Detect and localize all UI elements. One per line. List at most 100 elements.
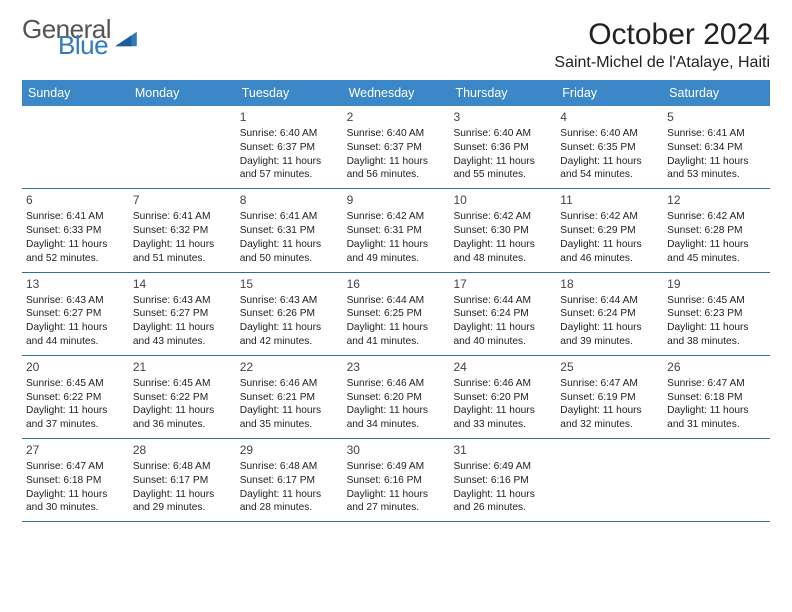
day-d1: Daylight: 11 hours [453,404,552,418]
day-d1: Daylight: 11 hours [560,321,659,335]
day-number: 29 [240,442,339,458]
day-d2: and 32 minutes. [560,418,659,432]
day-number: 14 [133,276,232,292]
day-d2: and 41 minutes. [347,335,446,349]
brand-logo: General Blue [22,18,137,56]
day-sr: Sunrise: 6:43 AM [26,294,125,308]
day-cell: 30Sunrise: 6:49 AMSunset: 6:16 PMDayligh… [343,439,450,521]
day-ss: Sunset: 6:17 PM [133,474,232,488]
day-d1: Daylight: 11 hours [453,155,552,169]
day-number: 12 [667,192,766,208]
day-ss: Sunset: 6:29 PM [560,224,659,238]
day-ss: Sunset: 6:32 PM [133,224,232,238]
day-number: 28 [133,442,232,458]
day-number: 21 [133,359,232,375]
day-d2: and 29 minutes. [133,501,232,515]
day-cell [663,439,770,521]
day-d2: and 50 minutes. [240,252,339,266]
day-ss: Sunset: 6:27 PM [26,307,125,321]
day-d2: and 40 minutes. [453,335,552,349]
day-ss: Sunset: 6:34 PM [667,141,766,155]
day-cell: 28Sunrise: 6:48 AMSunset: 6:17 PMDayligh… [129,439,236,521]
day-number: 10 [453,192,552,208]
week-row: 13Sunrise: 6:43 AMSunset: 6:27 PMDayligh… [22,273,770,356]
week-row: 1Sunrise: 6:40 AMSunset: 6:37 PMDaylight… [22,106,770,189]
day-cell: 21Sunrise: 6:45 AMSunset: 6:22 PMDayligh… [129,356,236,438]
day-sr: Sunrise: 6:45 AM [26,377,125,391]
day-ss: Sunset: 6:37 PM [240,141,339,155]
day-number: 27 [26,442,125,458]
day-number: 3 [453,109,552,125]
month-title: October 2024 [554,18,770,52]
day-cell: 7Sunrise: 6:41 AMSunset: 6:32 PMDaylight… [129,189,236,271]
week-row: 6Sunrise: 6:41 AMSunset: 6:33 PMDaylight… [22,189,770,272]
day-d1: Daylight: 11 hours [133,321,232,335]
day-d1: Daylight: 11 hours [240,488,339,502]
day-ss: Sunset: 6:24 PM [453,307,552,321]
day-cell [22,106,129,188]
calendar: Sunday Monday Tuesday Wednesday Thursday… [22,80,770,522]
day-d2: and 45 minutes. [667,252,766,266]
day-d1: Daylight: 11 hours [667,155,766,169]
day-d2: and 43 minutes. [133,335,232,349]
dow-wednesday: Wednesday [343,80,450,106]
day-cell: 9Sunrise: 6:42 AMSunset: 6:31 PMDaylight… [343,189,450,271]
day-cell: 25Sunrise: 6:47 AMSunset: 6:19 PMDayligh… [556,356,663,438]
day-cell [129,106,236,188]
day-d1: Daylight: 11 hours [133,488,232,502]
day-ss: Sunset: 6:30 PM [453,224,552,238]
day-d2: and 48 minutes. [453,252,552,266]
day-d1: Daylight: 11 hours [347,488,446,502]
day-ss: Sunset: 6:33 PM [26,224,125,238]
day-sr: Sunrise: 6:41 AM [26,210,125,224]
day-cell: 18Sunrise: 6:44 AMSunset: 6:24 PMDayligh… [556,273,663,355]
day-sr: Sunrise: 6:47 AM [26,460,125,474]
day-cell [556,439,663,521]
day-number: 13 [26,276,125,292]
day-sr: Sunrise: 6:43 AM [133,294,232,308]
brand-logo-text: General Blue [22,18,111,56]
day-d2: and 27 minutes. [347,501,446,515]
day-cell: 15Sunrise: 6:43 AMSunset: 6:26 PMDayligh… [236,273,343,355]
day-ss: Sunset: 6:24 PM [560,307,659,321]
day-number: 1 [240,109,339,125]
day-sr: Sunrise: 6:41 AM [240,210,339,224]
day-ss: Sunset: 6:37 PM [347,141,446,155]
day-ss: Sunset: 6:20 PM [347,391,446,405]
day-cell: 27Sunrise: 6:47 AMSunset: 6:18 PMDayligh… [22,439,129,521]
day-number: 2 [347,109,446,125]
day-number: 20 [26,359,125,375]
day-d2: and 57 minutes. [240,168,339,182]
day-number: 16 [347,276,446,292]
day-d1: Daylight: 11 hours [26,404,125,418]
day-number: 7 [133,192,232,208]
day-d2: and 39 minutes. [560,335,659,349]
day-cell: 23Sunrise: 6:46 AMSunset: 6:20 PMDayligh… [343,356,450,438]
day-cell: 16Sunrise: 6:44 AMSunset: 6:25 PMDayligh… [343,273,450,355]
location-label: Saint-Michel de l'Atalaye, Haiti [554,54,770,72]
day-cell: 26Sunrise: 6:47 AMSunset: 6:18 PMDayligh… [663,356,770,438]
day-number: 26 [667,359,766,375]
day-d2: and 26 minutes. [453,501,552,515]
day-cell: 1Sunrise: 6:40 AMSunset: 6:37 PMDaylight… [236,106,343,188]
day-d2: and 28 minutes. [240,501,339,515]
day-d1: Daylight: 11 hours [453,238,552,252]
dow-monday: Monday [129,80,236,106]
week-row: 27Sunrise: 6:47 AMSunset: 6:18 PMDayligh… [22,439,770,522]
day-d2: and 33 minutes. [453,418,552,432]
day-sr: Sunrise: 6:42 AM [453,210,552,224]
day-d2: and 52 minutes. [26,252,125,266]
day-d1: Daylight: 11 hours [133,404,232,418]
day-d2: and 42 minutes. [240,335,339,349]
day-cell: 10 Sunrise: 6:42 AMSunset: 6:30 PMDayligh… [449,189,556,271]
day-number: 5 [667,109,766,125]
day-number: 6 [26,192,125,208]
day-d1: Daylight: 11 hours [240,404,339,418]
day-cell: 20Sunrise: 6:45 AMSunset: 6:22 PMDayligh… [22,356,129,438]
day-cell: 29Sunrise: 6:48 AMSunset: 6:17 PMDayligh… [236,439,343,521]
day-ss: Sunset: 6:16 PM [347,474,446,488]
day-d1: Daylight: 11 hours [347,404,446,418]
day-number: 11 [560,192,659,208]
day-number: 31 [453,442,552,458]
day-ss: Sunset: 6:22 PM [133,391,232,405]
